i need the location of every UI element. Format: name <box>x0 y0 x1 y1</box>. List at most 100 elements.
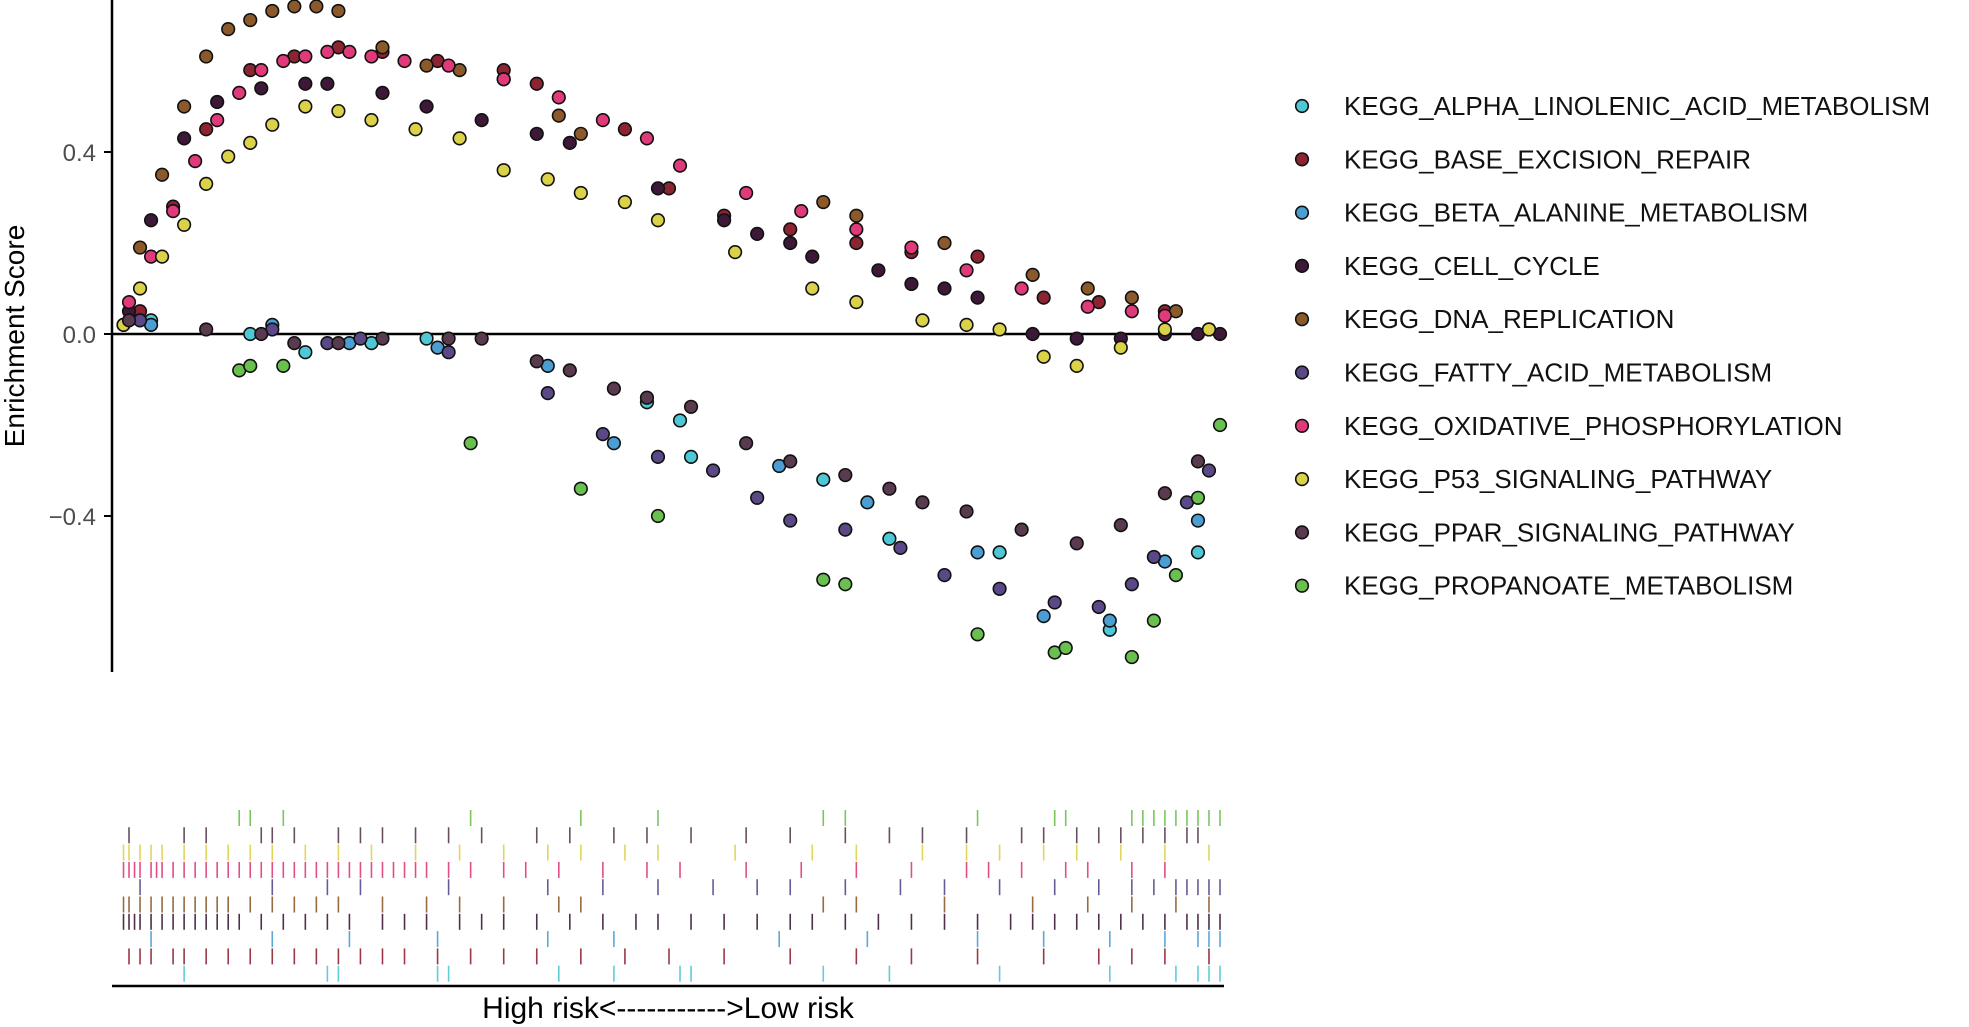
data-point <box>474 113 489 128</box>
data-point <box>408 122 423 137</box>
data-point <box>650 449 666 464</box>
data-point <box>177 99 192 114</box>
legend-item-kegg-beta-alanine-metabolism: KEGG_BETA_ALANINE_METABOLISM <box>1294 198 1808 228</box>
data-point <box>199 49 214 64</box>
rug-track-kegg-alpha-linolenic-acid-metabolism <box>183 965 1221 982</box>
data-point <box>849 208 864 223</box>
data-point <box>617 194 633 210</box>
data-point <box>496 72 511 87</box>
data-point <box>1124 304 1139 319</box>
data-point <box>849 235 864 251</box>
data-point <box>287 336 302 351</box>
data-point <box>683 399 699 414</box>
legend-swatch <box>1294 312 1310 327</box>
y-tick-label: 0.0 <box>63 322 96 349</box>
data-point <box>573 185 588 201</box>
data-point <box>1168 568 1184 583</box>
legend-swatch <box>1294 205 1310 220</box>
data-point <box>1113 340 1128 355</box>
data-point <box>265 117 280 132</box>
legend-item-kegg-ppar-signaling-pathway: KEGG_PPAR_SIGNALING_PATHWAY <box>1294 517 1795 547</box>
data-point <box>1124 649 1139 665</box>
data-point <box>419 58 434 73</box>
data-point <box>254 326 269 342</box>
data-point <box>1157 308 1172 323</box>
data-point <box>805 281 820 296</box>
data-point <box>783 235 798 251</box>
data-point <box>838 522 853 537</box>
y-axis-label: Enrichment Score <box>0 225 30 448</box>
data-point <box>154 167 170 182</box>
data-point <box>221 149 236 164</box>
legend-label: KEGG_FATTY_ACID_METABOLISM <box>1344 358 1772 388</box>
data-point <box>705 463 721 478</box>
legend-swatch <box>1294 418 1310 433</box>
data-point <box>177 217 192 232</box>
data-point <box>1047 595 1062 610</box>
data-point <box>243 358 258 373</box>
data-point <box>849 222 864 237</box>
data-point <box>540 172 555 187</box>
data-point <box>1036 290 1051 305</box>
rug-track-kegg-base-excision-repair <box>128 948 1210 965</box>
data-point <box>739 185 754 201</box>
data-point <box>1190 545 1206 560</box>
data-point <box>342 44 357 60</box>
data-point <box>243 12 258 28</box>
legend-item-kegg-propanoate-metabolism: KEGG_PROPANOATE_METABOLISM <box>1294 571 1793 601</box>
data-point <box>177 131 192 146</box>
data-point <box>992 322 1007 337</box>
data-point <box>298 345 313 360</box>
data-point <box>353 331 368 346</box>
legend: KEGG_ALPHA_LINOLENIC_ACID_METABOLISM KEGG… <box>1294 91 1930 601</box>
series-kegg-propanoate-metabolism <box>232 358 1228 665</box>
data-point <box>364 113 379 128</box>
data-point <box>276 53 291 69</box>
data-point <box>166 204 181 219</box>
data-point <box>750 490 765 505</box>
series-kegg-fatty-acid-metabolism <box>132 313 1217 615</box>
data-point <box>750 226 765 241</box>
data-point <box>132 281 148 296</box>
data-point <box>992 545 1007 560</box>
data-point <box>1212 417 1228 433</box>
data-point <box>1014 522 1029 537</box>
data-point <box>1058 640 1073 656</box>
data-point <box>1190 513 1206 528</box>
data-point <box>132 240 148 255</box>
data-point <box>441 331 456 346</box>
data-point <box>496 163 511 178</box>
data-point <box>199 176 214 191</box>
data-point <box>154 249 170 264</box>
data-point <box>309 0 324 14</box>
data-point <box>298 76 313 91</box>
rug-track-kegg-propanoate-metabolism <box>238 810 1221 826</box>
data-point <box>650 181 666 196</box>
data-point <box>331 336 346 351</box>
data-point <box>232 85 247 100</box>
data-point <box>1069 536 1084 551</box>
legend-item-kegg-dna-replication: KEGG_DNA_REPLICATION <box>1294 304 1674 334</box>
data-point <box>672 413 688 428</box>
data-point <box>199 322 214 337</box>
data-point <box>188 154 203 169</box>
data-point <box>893 540 908 555</box>
data-point <box>1201 322 1217 337</box>
data-point <box>716 213 732 228</box>
legend-label: KEGG_ALPHA_LINOLENIC_ACID_METABOLISM <box>1344 91 1930 121</box>
data-point <box>783 222 798 237</box>
data-point <box>1069 358 1084 373</box>
data-point <box>606 381 622 396</box>
data-point <box>441 58 456 73</box>
data-point <box>1091 599 1106 615</box>
series-kegg-oxidative-phosphorylation <box>121 44 1172 323</box>
points-layer <box>116 0 1228 665</box>
legend-item-kegg-alpha-linolenic-acid-metabolism: KEGG_ALPHA_LINOLENIC_ACID_METABOLISM <box>1294 91 1930 121</box>
data-point <box>243 135 258 150</box>
data-point <box>650 213 666 228</box>
legend-label: KEGG_BASE_EXCISION_REPAIR <box>1344 144 1751 174</box>
data-point <box>199 122 214 137</box>
data-point <box>606 436 622 451</box>
data-point <box>375 331 390 346</box>
data-point <box>551 108 566 123</box>
